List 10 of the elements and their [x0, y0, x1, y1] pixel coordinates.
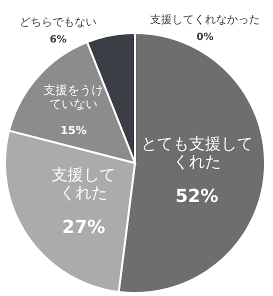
- data-label: 15%: [60, 124, 87, 137]
- slice-label: 支援をうけていない: [43, 82, 104, 111]
- slice-label: どちらでもない: [20, 16, 97, 29]
- data-label: 27%: [62, 216, 106, 238]
- slice-label: 支援してくれた: [52, 164, 116, 202]
- data-label: 52%: [175, 186, 218, 207]
- data-label: 6%: [50, 34, 67, 46]
- category-label: 支援してくれなかった: [150, 13, 260, 26]
- slice-label: とても支援してくれた: [140, 134, 253, 171]
- text: 0%: [196, 32, 214, 43]
